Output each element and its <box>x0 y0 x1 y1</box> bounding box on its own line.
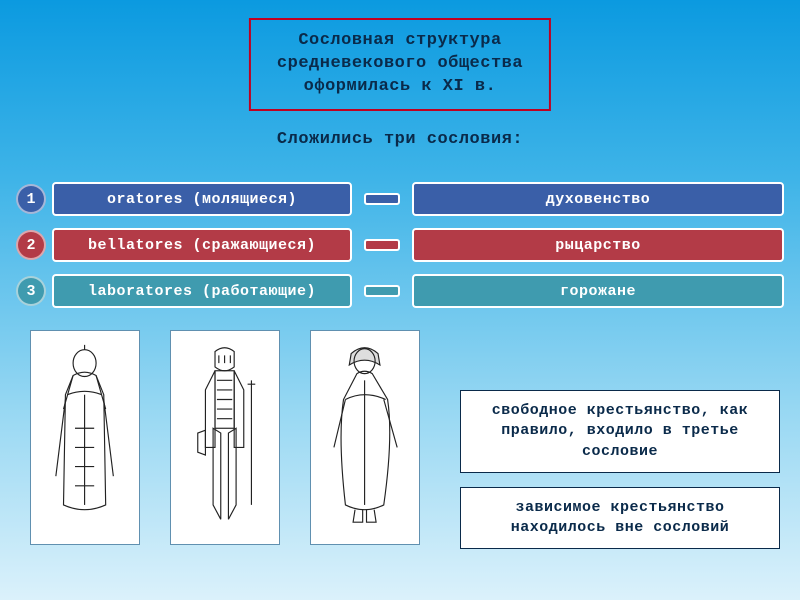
estate-row-1: 1 oratores (молящиеся) духовенство <box>16 180 784 218</box>
title-line-3: оформилась к XI в. <box>277 76 523 99</box>
estate-badge-3: 3 <box>16 276 46 306</box>
estate-russian-3: горожане <box>412 274 784 308</box>
figure-knight <box>170 330 280 545</box>
connector-1 <box>352 193 412 205</box>
estate-russian-2: рыцарство <box>412 228 784 262</box>
estate-russian-1: духовенство <box>412 182 784 216</box>
note-2: зависимое крестьянство находилось вне со… <box>460 487 780 550</box>
estate-row-2: 2 bellatores (сражающиеся) рыцарство <box>16 226 784 264</box>
estate-latin-3: laboratores (работающие) <box>52 274 352 308</box>
townsman-icon <box>316 342 413 534</box>
estates-diagram: 1 oratores (молящиеся) духовенство 2 bel… <box>16 180 784 318</box>
note-1: свободное крестьянство, как правило, вхо… <box>460 390 780 473</box>
figure-clergyman <box>30 330 140 545</box>
connector-bar-1 <box>364 193 400 205</box>
subtitle: Сложились три сословия: <box>277 130 523 149</box>
connector-bar-3 <box>364 285 400 297</box>
figure-townsman <box>310 330 420 545</box>
estate-row-3: 3 laboratores (работающие) горожане <box>16 272 784 310</box>
notes-column: свободное крестьянство, как правило, вхо… <box>460 390 780 549</box>
knight-icon <box>176 342 273 534</box>
estate-latin-1: oratores (молящиеся) <box>52 182 352 216</box>
connector-2 <box>352 239 412 251</box>
estate-badge-1: 1 <box>16 184 46 214</box>
connector-bar-2 <box>364 239 400 251</box>
estate-badge-2: 2 <box>16 230 46 260</box>
title-line-2: средневекового общества <box>277 53 523 76</box>
estate-latin-2: bellatores (сражающиеся) <box>52 228 352 262</box>
title-line-1: Сословная структура <box>277 30 523 53</box>
figures-row <box>30 330 420 545</box>
clergyman-icon <box>36 342 133 534</box>
connector-3 <box>352 285 412 297</box>
title-box: Сословная структура средневекового общес… <box>249 18 551 111</box>
